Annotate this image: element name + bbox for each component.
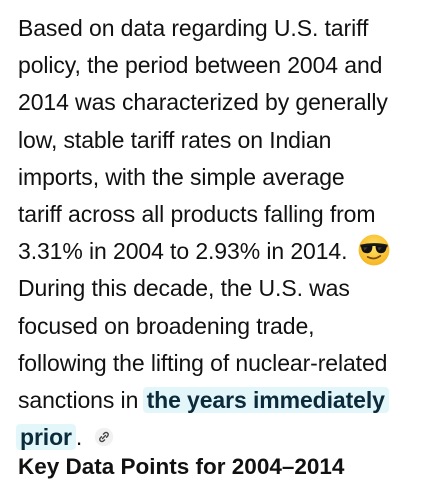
text-line: following the lifting of nuclear-related	[18, 349, 388, 376]
text-line-with-citation: sanctions in the years immediately	[18, 382, 418, 419]
answer-paragraph: Based on data regarding U.S. tariff poli…	[16, 10, 418, 456]
text-segment: 3.31% in 2004 to 2.93% in 2014.	[18, 238, 348, 265]
text-line-with-emoji: 3.31% in 2004 to 2.93% in 2014.	[18, 233, 418, 270]
text-line: focused on broadening trade,	[18, 312, 315, 339]
answer-body: Based on data regarding U.S. tariff poli…	[16, 10, 418, 456]
text-line: Based on data regarding U.S. tariff	[18, 15, 369, 41]
text-line: During this decade, the U.S. was	[18, 275, 350, 302]
citation-highlight-continued[interactable]: prior	[16, 424, 76, 451]
text-segment: sanctions in	[18, 387, 145, 414]
text-segment: .	[75, 424, 83, 451]
citation-highlight[interactable]: the years immediately	[142, 387, 389, 414]
text-line: policy, the period between 2004 and	[18, 52, 383, 79]
text-line: imports, with the simple average	[18, 163, 345, 190]
text-line: low, stable tariff rates on Indian	[18, 126, 332, 153]
text-line: tariff across all products falling from	[18, 201, 376, 228]
section-heading: Key Data Points for 2004–2014	[18, 454, 345, 479]
smiling-face-with-sunglasses-icon	[358, 234, 390, 266]
text-line-with-link: prior.	[16, 419, 418, 456]
link-icon[interactable]	[94, 427, 114, 447]
text-line: 2014 was characterized by generally	[18, 89, 388, 116]
